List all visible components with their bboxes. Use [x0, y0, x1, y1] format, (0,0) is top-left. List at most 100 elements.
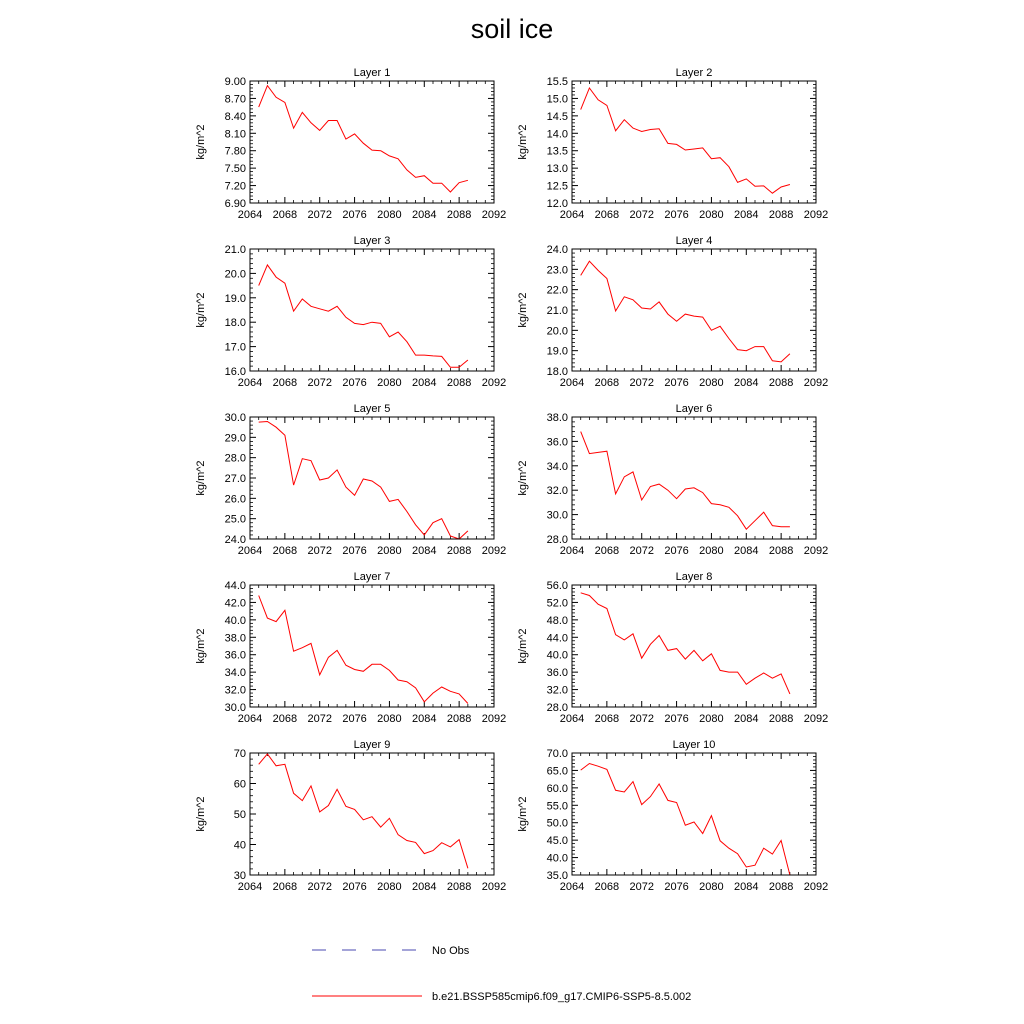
panel-layer-9: Layer 9 kg/m^2 2064 2068 2072 2076 2080 2084 208…	[195, 739, 506, 893]
x-tick-label: 2092	[482, 377, 506, 389]
panel-title: Layer 9	[354, 739, 391, 751]
x-tick-label: 2080	[699, 545, 723, 557]
x-tick-label: 2084	[734, 713, 758, 725]
y-tick-label: 52.0	[547, 597, 568, 609]
x-tick-label: 2064	[560, 377, 584, 389]
y-tick-label: 24.0	[547, 244, 568, 256]
y-tick-label: 20.0	[547, 325, 568, 337]
x-tick-label: 2092	[804, 209, 828, 221]
y-tick-label: 56.0	[547, 580, 568, 592]
y-tick-label: 60	[234, 779, 246, 791]
panel-layer-6: Layer 6 kg/m^2 2064 2068 2072 2076 2080 2084 208…	[517, 403, 828, 557]
x-tick-label: 2064	[238, 377, 262, 389]
y-tick-label: 7.20	[225, 181, 246, 193]
y-tick-label: 9.00	[225, 76, 246, 88]
x-tick-label: 2068	[595, 545, 619, 557]
series-line	[580, 762, 791, 876]
series-line	[258, 753, 469, 869]
y-tick-label: 36.0	[547, 436, 568, 448]
x-tick-label: 2076	[342, 209, 366, 221]
x-tick-label: 2064	[238, 209, 262, 221]
x-tick-label: 2068	[273, 377, 297, 389]
x-tick-label: 2072	[629, 545, 653, 557]
y-tick-label: 8.70	[225, 93, 246, 105]
y-tick-label: 55.0	[547, 800, 568, 812]
y-tick-label: 44.0	[225, 580, 246, 592]
y-tick-label: 7.50	[225, 163, 246, 175]
x-tick-label: 2088	[447, 209, 471, 221]
y-tick-label: 32.0	[225, 685, 246, 697]
x-tick-label: 2064	[560, 881, 584, 893]
x-tick-label: 2072	[629, 713, 653, 725]
y-tick-label: 13.5	[547, 146, 568, 158]
x-tick-label: 2064	[560, 545, 584, 557]
y-tick-label: 70.0	[547, 748, 568, 760]
y-tick-label: 32.0	[547, 685, 568, 697]
y-tick-label: 26.0	[225, 493, 246, 505]
y-tick-label: 20.0	[225, 268, 246, 280]
y-axis-label: kg/m^2	[517, 292, 529, 327]
x-tick-label: 2084	[734, 377, 758, 389]
x-tick-label: 2084	[734, 545, 758, 557]
x-tick-label: 2080	[377, 377, 401, 389]
plot-frame	[249, 248, 495, 372]
y-tick-label: 25.0	[225, 514, 246, 526]
y-tick-label: 15.5	[547, 76, 568, 88]
plot-frame	[249, 752, 495, 876]
x-tick-label: 2080	[377, 545, 401, 557]
x-tick-label: 2068	[273, 881, 297, 893]
x-tick-label: 2068	[595, 713, 619, 725]
x-tick-label: 2092	[804, 881, 828, 893]
x-tick-label: 2076	[342, 377, 366, 389]
x-tick-label: 2084	[412, 377, 436, 389]
figure-title: soil ice	[470, 14, 554, 44]
x-tick-label: 2092	[804, 545, 828, 557]
y-tick-label: 21.0	[225, 244, 246, 256]
x-tick-label: 2084	[734, 881, 758, 893]
x-tick-label: 2088	[769, 545, 793, 557]
x-tick-label: 2064	[560, 209, 584, 221]
y-tick-label: 14.5	[547, 111, 568, 123]
panel-title: Layer 3	[354, 235, 391, 247]
x-tick-label: 2072	[307, 209, 331, 221]
x-tick-label: 2068	[273, 713, 297, 725]
x-tick-label: 2084	[734, 209, 758, 221]
y-tick-label: 29.0	[225, 432, 246, 444]
series-line	[258, 263, 469, 368]
y-tick-label: 28.0	[547, 534, 568, 546]
legend-label-model: b.e21.BSSP585cmip6.f09_g17.CMIP6-SSP5-8.…	[432, 991, 691, 1003]
x-tick-label: 2080	[377, 713, 401, 725]
x-tick-label: 2072	[307, 545, 331, 557]
x-tick-label: 2088	[769, 713, 793, 725]
panel-layer-5: Layer 5 kg/m^2 2064 2068 2072 2076 2080 2084 208…	[195, 403, 506, 557]
x-tick-label: 2092	[804, 713, 828, 725]
panel-layer-10: Layer 10 kg/m^2 2064 2068 2072 2076 2080 2084 20…	[517, 739, 828, 893]
x-tick-label: 2080	[377, 881, 401, 893]
y-tick-label: 24.0	[225, 534, 246, 546]
x-tick-label: 2092	[482, 545, 506, 557]
x-tick-label: 2080	[699, 377, 723, 389]
y-tick-label: 60.0	[547, 783, 568, 795]
plot-frame	[249, 80, 495, 204]
x-tick-label: 2064	[560, 713, 584, 725]
y-tick-label: 44.0	[547, 632, 568, 644]
x-tick-label: 2088	[769, 881, 793, 893]
y-tick-label: 18.0	[547, 366, 568, 378]
x-tick-label: 2092	[482, 713, 506, 725]
x-tick-label: 2072	[629, 881, 653, 893]
y-tick-label: 19.0	[547, 346, 568, 358]
x-tick-label: 2088	[447, 713, 471, 725]
series-line	[258, 420, 469, 540]
x-tick-label: 2064	[238, 545, 262, 557]
y-tick-label: 48.0	[547, 615, 568, 627]
y-tick-label: 23.0	[547, 264, 568, 276]
x-tick-label: 2072	[307, 377, 331, 389]
x-tick-label: 2068	[273, 209, 297, 221]
x-tick-label: 2092	[482, 881, 506, 893]
series-line	[580, 592, 791, 695]
x-tick-label: 2064	[238, 881, 262, 893]
y-tick-label: 7.80	[225, 146, 246, 158]
y-tick-label: 28.0	[225, 453, 246, 465]
panel-title: Layer 7	[354, 571, 391, 583]
